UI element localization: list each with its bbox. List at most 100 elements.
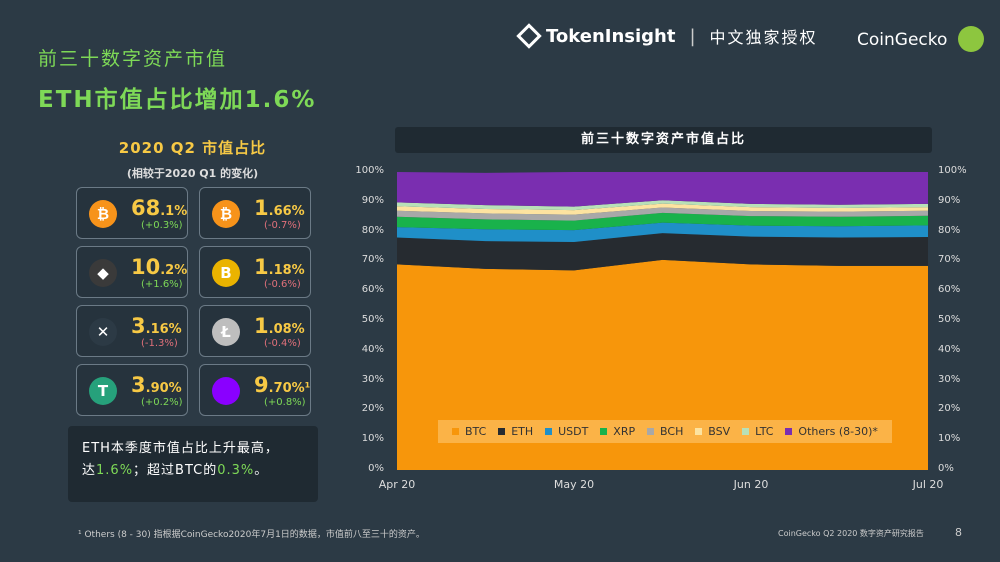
y-tick-label: 90% — [938, 194, 961, 206]
share-change: (+1.6%) — [141, 279, 183, 290]
y-tick-label: 50% — [361, 314, 384, 325]
bitcoin-sv-icon: B — [212, 259, 240, 287]
card-btc: ₿ 68.1% (+0.3%) — [76, 187, 188, 239]
share-change: (+0.8%) — [264, 397, 306, 408]
panel-subtitle: (相较于2020 Q1 的变化) — [126, 167, 259, 180]
y-tick-label: 30% — [361, 373, 384, 385]
y-tick-label: 100% — [938, 165, 967, 176]
legend-swatch — [742, 428, 750, 435]
card-others: 9.70%¹ (+0.8%) — [199, 364, 311, 416]
share-change: (-1.3%) — [141, 338, 178, 349]
footnote: ¹ Others (8 - 30) 指根据CoinGecko2020年7月1日的… — [78, 530, 425, 540]
legend-item: Others (8-30)* — [785, 425, 878, 438]
share-change: (-0.4%) — [264, 338, 301, 349]
card-usdt: T 3.90% (+0.2%) — [76, 364, 188, 416]
legend-swatch — [785, 428, 793, 435]
legend-swatch — [545, 428, 553, 435]
legend-swatch — [600, 428, 608, 435]
share-change: (+0.2%) — [141, 397, 183, 408]
note-line: 达1.6%；超过BTC的0.3%。 — [82, 463, 269, 478]
card-xrp: ✕ 3.16% (-1.3%) — [76, 305, 188, 357]
area-others — [397, 172, 928, 207]
y-tick-label: 90% — [361, 194, 384, 206]
share-value: 1.08% — [254, 314, 305, 338]
others-circle-icon — [212, 377, 240, 405]
y-tick-label: 70% — [938, 254, 961, 266]
area-usdt — [397, 222, 928, 243]
brand-name: TokenInsight — [546, 25, 676, 47]
y-tick-label: 60% — [361, 284, 384, 296]
coingecko-logo-icon — [958, 26, 984, 52]
brand-subtitle: 中文独家授权 — [709, 28, 818, 47]
legend-item: ETH — [498, 425, 533, 438]
y-tick-label: 70% — [361, 254, 384, 266]
x-tick-label: Jul 20 — [912, 478, 944, 491]
tether-icon: T — [89, 377, 117, 405]
litecoin-icon: Ł — [212, 318, 240, 346]
note-line: ETH本季度市值占比上升最高， — [82, 441, 279, 456]
chart-title: 前三十数字资产市值占比 — [395, 127, 932, 153]
chart-legend: BTC ETH USDT XRP BCH BSV LTC Others (8-30)* — [438, 420, 892, 443]
y-tick-label: 40% — [938, 343, 961, 355]
legend-item: BSV — [695, 425, 730, 438]
xrp-icon: ✕ — [89, 318, 117, 346]
panel-title: 2020 Q2 市值占比 — [118, 139, 267, 157]
legend-swatch — [451, 428, 459, 435]
x-tick-label: Jun 20 — [733, 478, 769, 491]
bitcoin-icon: ₿ — [89, 200, 117, 228]
y-tick-label: 50% — [938, 314, 961, 325]
share-value: 1.18% — [254, 255, 305, 279]
legend-swatch — [498, 428, 506, 435]
coingecko-name: CoinGecko — [857, 30, 948, 50]
y-tick-label: 100% — [355, 165, 384, 176]
area-ltc — [397, 200, 928, 211]
y-tick-label: 10% — [361, 433, 384, 445]
bitcoin-cash-icon: ₿ — [212, 200, 240, 228]
card-ltc: Ł 1.08% (-0.4%) — [199, 305, 311, 357]
share-value: 10.2% — [131, 255, 188, 279]
headline: ETH市值占比增加1.6% — [38, 87, 317, 113]
share-value: 3.16% — [131, 314, 182, 338]
y-tick-label: 0% — [938, 463, 954, 474]
y-tick-label: 20% — [361, 403, 384, 415]
share-value: 9.70%¹ — [254, 373, 311, 397]
y-tick-label: 80% — [938, 224, 961, 236]
report-name: CoinGecko Q2 2020 数字资产研究报告 — [778, 529, 924, 538]
legend-item: XRP — [600, 425, 635, 438]
share-value: 1.66% — [254, 196, 305, 220]
y-tick-label: 40% — [361, 343, 384, 355]
legend-item: USDT — [545, 425, 588, 438]
y-tick-label: 20% — [938, 403, 961, 415]
y-tick-label: 0% — [368, 463, 384, 474]
legend-swatch — [647, 428, 655, 435]
area-xrp — [397, 212, 928, 231]
area-eth — [397, 233, 928, 271]
area-bch — [397, 207, 928, 221]
card-bsv: B 1.18% (-0.6%) — [199, 246, 311, 298]
ethereum-icon: ◆ — [89, 259, 117, 287]
x-tick-label: Apr 20 — [378, 478, 416, 491]
legend-swatch — [695, 428, 703, 435]
share-value: 3.90% — [131, 373, 182, 397]
y-tick-label: 10% — [938, 433, 961, 445]
legend-item: BCH — [647, 425, 683, 438]
y-tick-label: 60% — [938, 284, 961, 296]
note-box: ETH本季度市值占比上升最高， 达1.6%；超过BTC的0.3%。 — [68, 426, 318, 502]
share-value: 68.1% — [131, 196, 188, 220]
page-number: 8 — [955, 526, 962, 539]
share-change: (-0.6%) — [264, 279, 301, 290]
page-title: 前三十数字资产市值 — [38, 48, 228, 70]
x-tick-label: May 20 — [553, 478, 595, 491]
divider: | — [689, 25, 696, 47]
tokeninsight-brand: TokenInsight | 中文独家授权 — [516, 23, 818, 49]
card-eth: ◆ 10.2% (+1.6%) — [76, 246, 188, 298]
y-tick-label: 80% — [361, 224, 384, 236]
area-bsv — [397, 203, 928, 215]
legend-item: BTC — [451, 425, 486, 438]
share-change: (+0.3%) — [141, 220, 183, 231]
share-change: (-0.7%) — [264, 220, 301, 231]
legend-item: LTC — [742, 425, 773, 438]
y-tick-label: 30% — [938, 373, 961, 385]
area-btc — [397, 259, 928, 470]
